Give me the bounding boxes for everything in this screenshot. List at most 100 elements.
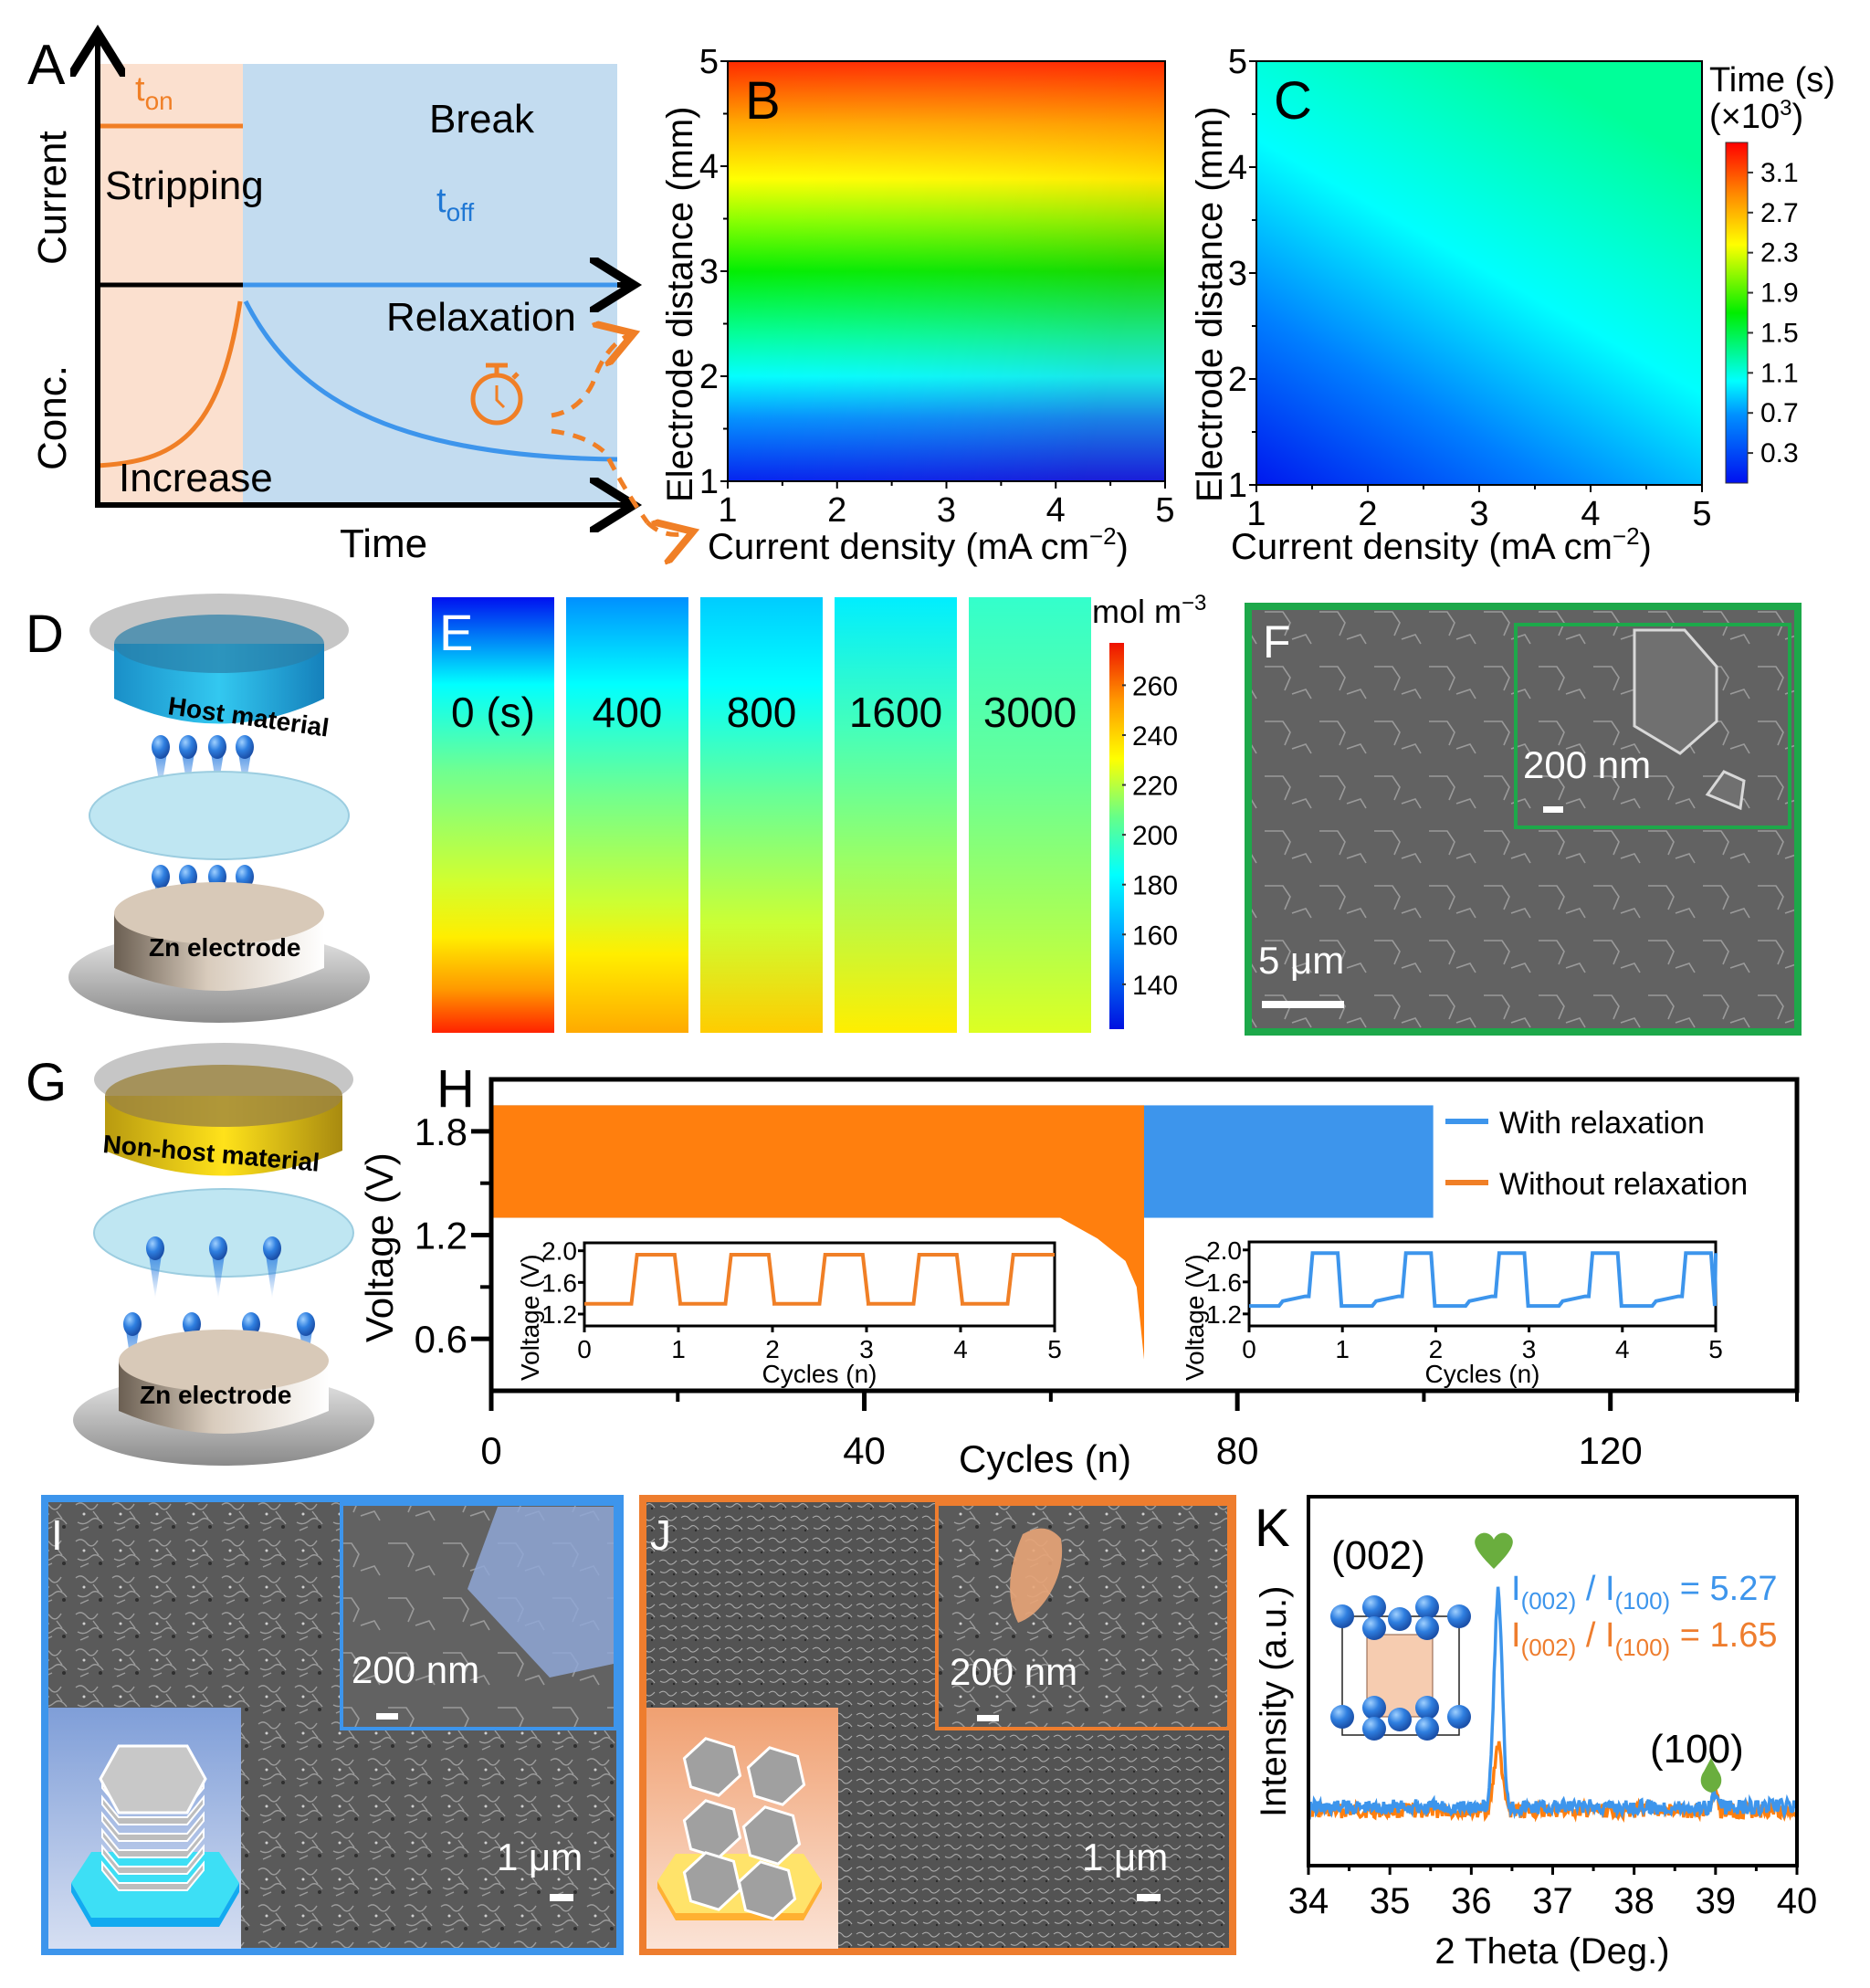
zn-ion	[209, 1236, 227, 1260]
y-axis-label-b: Electrode distance (mm)	[660, 107, 700, 502]
colorbar-tick-label: 180	[1132, 871, 1178, 901]
zn-ion	[242, 1312, 260, 1336]
zn-atom	[1415, 1595, 1439, 1619]
zn-atom	[1362, 1717, 1386, 1741]
conc-strip-0	[432, 597, 554, 1033]
scale-bar-j	[1137, 1894, 1161, 1901]
panel-label-j: J	[650, 1511, 671, 1559]
y-tick-label: 4	[699, 148, 719, 186]
x-tick-label: 39	[1696, 1881, 1737, 1921]
zn-ion	[123, 1312, 142, 1336]
scale-bar-inset-f	[1543, 806, 1563, 813]
panel-label-h: H	[436, 1059, 475, 1119]
hex-layer-side	[101, 1860, 205, 1891]
dashed-arrow-to-b-x	[551, 428, 650, 524]
inset-y-tick-label: 2.0	[541, 1237, 577, 1266]
time-label-400: 400	[593, 689, 663, 736]
y-tick-label: 3	[1228, 255, 1247, 293]
x-tick-label: 3	[937, 491, 956, 530]
x-tick-label: 5	[1155, 491, 1174, 530]
hex-crystal	[746, 1746, 806, 1806]
zn-atom	[1415, 1616, 1439, 1640]
panel-label-f: F	[1263, 616, 1291, 668]
separator-g	[93, 1188, 354, 1278]
ion-tail	[211, 1248, 226, 1299]
time-label-0: 0 (s)	[451, 689, 535, 736]
y-tick-label: 1	[699, 463, 719, 501]
plot-h	[491, 1105, 1434, 1360]
zn-ion	[146, 1236, 164, 1260]
colorbar-tick-label: 240	[1132, 721, 1178, 752]
inset-x-tick-label: 3	[1522, 1335, 1537, 1363]
y-tick-label: 2	[1228, 361, 1247, 399]
inset-y-label: Voltage (V)	[516, 1254, 544, 1381]
panel-g: G Non-host material Zn electrode	[26, 1043, 374, 1466]
colorbar-tick-label: 3.1	[1760, 158, 1799, 188]
zn-electrode-label-g: Zn electrode	[140, 1381, 291, 1409]
zn-atom	[1330, 1604, 1354, 1628]
colorbar-tick-label: 160	[1132, 920, 1178, 951]
inset-y-tick-label: 1.6	[541, 1268, 577, 1297]
inset-without-relaxation: 0 1 2 3 4 5 1.2 1.62.0 Cycles (n) Voltage (V)	[516, 1237, 1062, 1388]
dashed-arrow-head	[646, 522, 693, 534]
peak-label-100: (100)	[1650, 1727, 1744, 1772]
separator-d	[89, 771, 350, 860]
conc-increase-curve	[97, 300, 243, 468]
zn-atom	[1388, 1708, 1412, 1731]
scale-bar-inset-j	[977, 1715, 999, 1721]
crystal-facets	[1633, 628, 1746, 811]
colorbar-c	[1725, 142, 1749, 484]
zn-atom	[1362, 1595, 1386, 1619]
host-top	[114, 615, 324, 673]
y-tick-label: 4	[1228, 149, 1247, 187]
zn-atom	[1362, 1616, 1386, 1640]
legend-h: With relaxation Without relaxation	[1445, 1106, 1748, 1202]
x-tick-label: 1	[718, 491, 737, 530]
y-axis-label-k: Intensity (a.u.)	[1254, 1586, 1294, 1817]
colorbar-e	[1109, 643, 1124, 1029]
ion-tail	[237, 747, 252, 793]
peak-label-002: (002)	[1331, 1533, 1425, 1578]
x-axis-label-c: Current density (mA cm−2)	[1231, 522, 1652, 567]
panel-label-g: G	[26, 1053, 67, 1112]
inset-y-label: Voltage (V)	[1181, 1254, 1209, 1381]
ion-tail	[148, 1248, 163, 1299]
scale-label-inset-j: 200 nm	[950, 1650, 1077, 1693]
inset-with-relaxation: 0 1 2 3 4 5 1.2 1.6 2.0 Cycles (n) Voltage (V)	[1181, 1236, 1723, 1388]
hex-layer-side	[101, 1827, 205, 1858]
zn-top-d	[114, 882, 324, 944]
zn-ion	[297, 1312, 315, 1336]
non-host-top	[105, 1065, 342, 1127]
time-label-3000: 3000	[983, 689, 1077, 736]
t-off-label: toff	[436, 182, 474, 226]
highlighted-crystal-i	[468, 1507, 614, 1678]
x-tick-label: 80	[1216, 1429, 1259, 1472]
hex-crystal	[682, 1851, 742, 1911]
hex-crystal	[682, 1737, 742, 1797]
panel-e: E 0 (s) 400 800 1600 3000 mol m−3 260 240…	[432, 591, 1206, 1033]
scale-label-inset-f: 200 nm	[1523, 743, 1651, 786]
zn-atom	[1330, 1705, 1354, 1729]
panel-d: D Host material Zn electrode	[26, 594, 370, 1023]
heart-marker-002	[1475, 1532, 1513, 1569]
zn-ion	[263, 1236, 281, 1260]
scale-label-inset-i: 200 nm	[352, 1648, 479, 1691]
x-axis-label-h: Cycles (n)	[959, 1437, 1131, 1480]
scale-label-i: 1 μm	[497, 1835, 583, 1878]
zn-atom	[1447, 1604, 1471, 1628]
panel-label-a: A	[27, 34, 66, 97]
inset-y-tick-label: 1.2	[1206, 1300, 1242, 1329]
inset-x-tick-label: 2	[1429, 1335, 1444, 1363]
time-axis-label: Time	[340, 521, 427, 566]
panel-label-b: B	[745, 71, 781, 131]
relaxation-label: Relaxation	[386, 295, 576, 340]
colorbar-title-line1: Time (s)	[1709, 61, 1835, 100]
axes-b: 1 2 3 4 5 1 2 3 4 5	[699, 43, 1175, 530]
x-tick-label: 4	[1046, 491, 1066, 530]
x-tick-label: 2	[1358, 495, 1377, 533]
hex-layer-top	[99, 1744, 207, 1814]
colorbar-tick-label: 200	[1132, 821, 1178, 851]
x-tick-label: 0	[480, 1429, 501, 1472]
